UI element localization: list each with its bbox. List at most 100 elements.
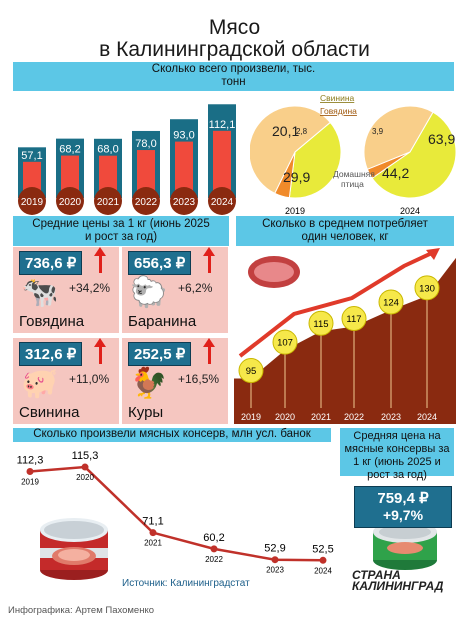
- canned-point: [271, 556, 279, 564]
- pie-value-label: 29,9: [283, 169, 310, 185]
- consumption-point: [308, 310, 334, 336]
- price-card: 656,3 ₽ 🐑 +6,2% Баранина: [122, 247, 228, 333]
- year-label: 2023: [173, 197, 196, 208]
- canned-value-label: 52,5: [312, 543, 333, 555]
- pie-slice: [250, 105, 331, 194]
- growth-arrow-head: [94, 247, 106, 256]
- consumption-point: [272, 329, 298, 355]
- pie-value-label: 20,1: [272, 123, 299, 139]
- consumption-value-label: 117: [346, 314, 361, 325]
- meat-name: Баранина: [128, 313, 197, 330]
- consumption-year-label: 2024: [417, 412, 437, 422]
- consumption-point: [341, 306, 367, 332]
- year-dot: [132, 187, 160, 215]
- canned-point: [210, 545, 218, 553]
- price-tag: 312,6 ₽: [19, 342, 83, 366]
- year-label: 2019: [21, 197, 44, 208]
- brand-logo: СТРАНА КАЛИНИНГРАД: [352, 568, 444, 593]
- year-label: 2020: [59, 197, 82, 208]
- canned-value-label: 71,1: [142, 516, 163, 528]
- consumption-value-label: 124: [383, 298, 399, 309]
- pie-year-label: 2019: [285, 206, 305, 216]
- pie-value-label: 3,9: [372, 127, 384, 136]
- bar: [137, 150, 155, 198]
- year-label: 2024: [211, 197, 234, 208]
- meat-name: Свинина: [19, 404, 80, 421]
- year-dot: [170, 187, 198, 215]
- meat-structure-pie-chart: 2019 2024 20,12,8 29,9 63,9 3,9 44,2 Свинина Гов…: [250, 93, 457, 216]
- canned-year-label: 2021: [144, 539, 162, 548]
- growth-arrow-head: [203, 247, 215, 256]
- bar-value-label: 112,1: [209, 119, 236, 131]
- consumption-year-label: 2022: [344, 412, 364, 422]
- year-dot: [18, 187, 46, 215]
- year-dot: [56, 187, 84, 215]
- bar-value-label: 93,0: [173, 130, 194, 142]
- bar: [61, 155, 79, 198]
- bar: [99, 155, 117, 198]
- bar: [175, 141, 193, 198]
- price-tag: 736,6 ₽: [19, 251, 83, 275]
- canned-production-line-chart: 112,3 2019 115,3 2020 71,1 2021 60,2 2022 52,9 20…: [17, 450, 334, 575]
- trend-arrow: [238, 250, 435, 358]
- pie-value-label: 2,8: [296, 127, 308, 136]
- consumption-value-label: 107: [277, 338, 293, 349]
- prices-header: Средние цены за 1 кг (июнь 2025 и рост з…: [13, 216, 229, 246]
- canned-point: [149, 529, 157, 537]
- canned-point: [81, 463, 89, 471]
- meat-name: Куры: [128, 404, 164, 421]
- rooster-icon: 🐓: [130, 367, 168, 400]
- bar: [213, 130, 231, 198]
- growth-arrow-head: [94, 338, 106, 347]
- pie-slice: [371, 111, 457, 199]
- growth-arrow-head: [203, 338, 215, 347]
- canned-value-label: 112,3: [17, 454, 44, 466]
- canned-year-label: 2024: [314, 566, 332, 575]
- canned-point: [26, 467, 34, 475]
- canned-value-label: 52,9: [264, 543, 285, 555]
- page-subtitle: в Калининградской области: [99, 38, 370, 61]
- consumption-year-label: 2020: [275, 412, 295, 422]
- canned-value-label: 115,3: [72, 450, 99, 462]
- growth-arrow-icon: [208, 342, 211, 364]
- consumption-point: [238, 358, 264, 384]
- price-card: 312,6 ₽ 🐖 +11,0% Свинина: [13, 338, 119, 424]
- canned-header: Сколько произвели мясных консерв, млн ус…: [13, 428, 331, 442]
- production-bar-chart: 57,1 2019 68,2 2020 68,0 2021 78,0 2022 93,0 2023…: [18, 104, 236, 215]
- growth-arrow-icon: [99, 251, 102, 273]
- consumption-header: Сколько в среднем потребляет один челове…: [236, 216, 454, 246]
- credit-note: Инфографика: Артем Пахоменко: [8, 605, 155, 616]
- year-label: 2022: [135, 197, 158, 208]
- source-note: Источник: Калининградстат: [122, 578, 250, 589]
- meat-steak-highlight: [254, 262, 294, 282]
- consumption-year-label: 2021: [311, 412, 331, 422]
- canned-year-label: 2023: [266, 566, 284, 575]
- trend-arrow-head: [426, 248, 440, 260]
- canned-year-label: 2020: [76, 473, 94, 482]
- canned-meat-jar-illustration: [373, 521, 437, 570]
- production-header: Сколько всего произвели, тыс. тонн: [13, 62, 454, 91]
- canned-line: [29, 465, 324, 562]
- meat-name: Говядина: [19, 313, 85, 330]
- page-title: Мясо: [208, 16, 261, 39]
- consumption-point: [378, 289, 404, 315]
- price-growth: +16,5%: [178, 372, 220, 386]
- canned-year-label: 2019: [21, 477, 39, 486]
- canned-price-tag: 759,4 ₽ +9,7%: [354, 486, 452, 528]
- consumption-value-label: 130: [419, 283, 435, 294]
- consumption-chart: 95 2019 107 2020 115 2021 117 2022 124 2023 130 202…: [234, 248, 456, 424]
- consumption-year-label: 2019: [241, 412, 261, 422]
- cow-icon: 🐄: [21, 276, 59, 309]
- price-growth: +34,2%: [69, 281, 111, 295]
- bar-value-label: 78,0: [135, 138, 156, 150]
- growth-arrow-icon: [208, 251, 211, 273]
- year-label: 2021: [97, 197, 120, 208]
- canned-year-label: 2022: [205, 555, 223, 564]
- price-tag: 252,5 ₽: [128, 342, 192, 366]
- price-tag: 656,3 ₽: [128, 251, 192, 275]
- growth-arrow-icon: [99, 342, 102, 364]
- meat-can-illustration: [40, 518, 108, 580]
- pie-slice: [363, 105, 434, 170]
- pig-icon: 🐖: [21, 367, 59, 400]
- consumption-value-label: 115: [313, 319, 328, 330]
